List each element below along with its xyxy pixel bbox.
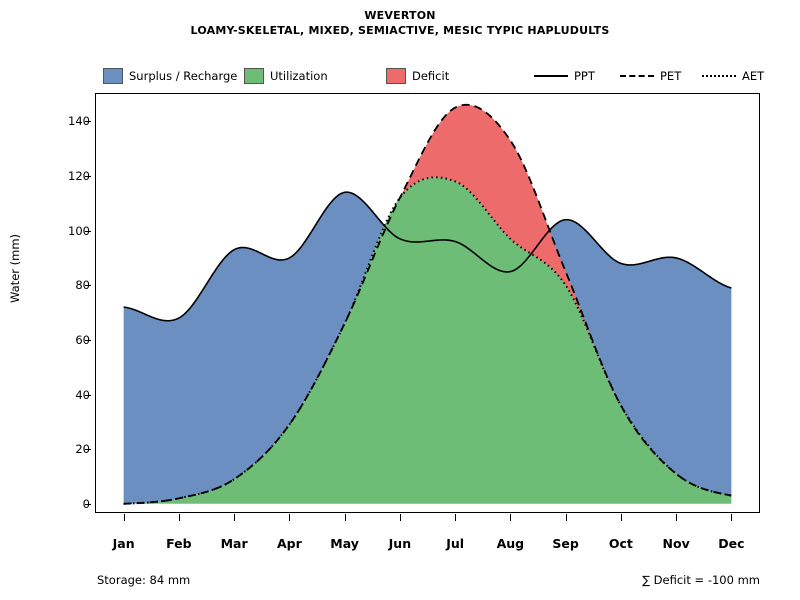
x-tick-mark [565,514,567,521]
y-axis-label: Water (mm) [8,233,22,303]
x-tick-mark [289,514,291,521]
plot-area [95,93,760,513]
chart-subtitle: LOAMY-SKELETAL, MIXED, SEMIACTIVE, MESIC… [190,24,610,37]
x-tick-label: Oct [608,536,633,551]
deficit-area [401,104,620,404]
surplus-area [123,192,732,504]
legend-item-deficit[interactable]: Deficit [386,66,449,86]
legend-label-deficit: Deficit [412,69,450,83]
x-tick-mark [731,514,733,521]
legend-item-ppt[interactable]: PPT [534,66,595,86]
y-tick-label: 40 [75,387,90,402]
plot-svg [123,103,732,505]
legend-line-dotted-icon [702,69,736,83]
storage-annotation: Storage: 84 mm [97,573,191,587]
legend-label-surplus: Surplus / Recharge [129,69,238,83]
legend-item-pet[interactable]: PET [620,66,681,86]
x-tick-label: Jan [112,536,135,551]
y-tick-label: 140 [68,114,90,129]
x-tick-mark [178,514,180,521]
legend-item-aet[interactable]: AET [702,66,764,86]
legend-line-dashed-icon [620,69,654,83]
y-axis-ticks: 0 20 40 60 80 100 120 140 [50,93,91,513]
y-tick-label: 120 [68,168,90,183]
aet-line [123,176,732,505]
x-tick-label: Apr [276,536,302,551]
legend-swatch-icon [244,68,264,84]
legend-item-surplus[interactable]: Surplus / Recharge [103,66,237,86]
x-tick-mark [234,514,236,521]
x-tick-label: Mar [220,536,248,551]
legend-swatch-icon [386,68,406,84]
y-tick-mark [85,175,91,177]
ppt-line [123,191,732,322]
x-tick-mark [344,514,346,521]
y-tick-mark [85,339,91,341]
x-tick-label: Jul [446,536,465,551]
x-tick-label: Jun [388,536,412,551]
x-tick-mark [676,514,678,521]
x-tick-label: Aug [496,536,525,551]
chart-title: WEVERTON [364,9,436,22]
y-tick-label: 20 [75,442,90,457]
x-tick-mark [455,514,457,521]
y-tick-mark [85,449,91,451]
y-tick-mark [85,230,91,232]
x-tick-label: May [330,536,359,551]
y-tick-mark [85,503,91,505]
x-tick-mark [620,514,622,521]
deficit-annotation: ∑ Deficit = -100 mm [642,573,760,587]
y-tick-label: 60 [75,332,90,347]
y-tick-label: 80 [75,278,90,293]
legend-item-utilization[interactable]: Utilization [244,66,328,86]
chart-title-block: WEVERTON LOAMY-SKELETAL, MIXED, SEMIACTI… [0,8,800,38]
legend-swatch-icon [103,68,123,84]
chart-legend: Surplus / Recharge Utilization Deficit P… [0,66,800,86]
x-tick-label: Sep [552,536,579,551]
legend-line-solid-icon [534,69,568,83]
legend-label-utilization: Utilization [270,69,328,83]
legend-label-pet: PET [660,69,682,83]
y-tick-mark [85,285,91,287]
legend-label-aet: AET [742,69,765,83]
x-tick-mark [510,514,512,521]
x-tick-mark [123,514,125,521]
y-tick-mark [85,394,91,396]
legend-label-ppt: PPT [574,69,595,83]
pet-line [123,103,732,505]
y-tick-label: 100 [68,223,90,238]
x-tick-label: Dec [718,536,745,551]
x-tick-label: Feb [166,536,192,551]
utilization-area [123,177,732,504]
x-axis-ticks: Jan Feb Mar Apr May Jun Jul Aug Sep Oct Nov Dec [95,514,760,564]
x-tick-mark [399,514,401,521]
x-tick-label: Nov [662,536,690,551]
y-tick-mark [85,121,91,123]
